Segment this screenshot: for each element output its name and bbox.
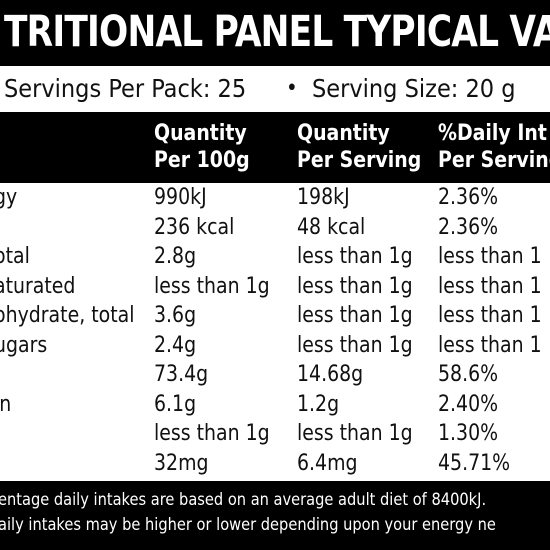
- footnote-line-2: aily intakes may be higher or lower depe…: [0, 515, 496, 535]
- daily-intake-value: 2.36%: [438, 215, 499, 240]
- per-serving-value: 48 kcal: [297, 215, 366, 240]
- header-col3-line1: %Daily Int: [438, 121, 547, 146]
- daily-intake-value: 58.6%: [438, 362, 499, 387]
- daily-intake-value: less than 1: [438, 303, 542, 328]
- per-100g-value: 236 kcal: [154, 215, 235, 240]
- per-100g-value: 2.4g: [154, 333, 197, 358]
- daily-intake-value: less than 1: [438, 333, 542, 358]
- servings-per-pack: Servings Per Pack: 25: [4, 74, 247, 103]
- header-col3-line2: Per Serving: [438, 148, 550, 173]
- per-serving-value: 1.2g: [297, 392, 340, 417]
- panel-title-band: TRITIONAL PANEL TYPICAL VALUE: [0, 0, 550, 66]
- per-serving-value: 6.4mg: [297, 451, 358, 476]
- row-label: aturated: [0, 274, 76, 299]
- per-100g-value: 73.4g: [154, 362, 209, 387]
- per-100g-value: 990kJ: [154, 185, 207, 210]
- per-100g-value: less than 1g: [154, 274, 270, 299]
- per-100g-value: less than 1g: [154, 421, 270, 446]
- per-serving-value: less than 1g: [297, 244, 413, 269]
- daily-intake-value: 1.30%: [438, 421, 499, 446]
- daily-intake-value: 2.40%: [438, 392, 499, 417]
- header-quantity-per-serving: Quantity Per Serving: [297, 120, 421, 174]
- row-label: in: [0, 392, 12, 417]
- table-row: aturated less than 1g less than 1g less …: [0, 272, 550, 302]
- per-serving-value: 14.68g: [297, 362, 364, 387]
- header-quantity-per-100g: Quantity Per 100g: [154, 120, 250, 174]
- table-header-band: Quantity Per 100g Quantity Per Serving %…: [0, 112, 550, 183]
- serving-size: Serving Size: 20 g: [312, 74, 516, 103]
- per-100g-value: 6.1g: [154, 392, 197, 417]
- daily-intake-value: 2.36%: [438, 185, 499, 210]
- nutrition-table-body: gy 990kJ 198kJ 2.36% 236 kcal 48 kcal 2.…: [0, 183, 550, 479]
- per-100g-value: 3.6g: [154, 303, 197, 328]
- daily-intake-value: 45.71%: [438, 451, 511, 476]
- row-label: gy: [0, 185, 18, 210]
- daily-intake-value: less than 1: [438, 244, 542, 269]
- header-col1-line1: Quantity: [154, 121, 247, 146]
- header-col1-line2: Per 100g: [154, 148, 250, 173]
- row-label: ugars: [0, 333, 48, 358]
- header-col2-line1: Quantity: [297, 121, 390, 146]
- per-serving-value: less than 1g: [297, 274, 413, 299]
- footnote-line-1: entage daily intakes are based on an ave…: [0, 490, 487, 510]
- table-row: 32mg 6.4mg 45.71%: [0, 449, 550, 479]
- per-serving-value: less than 1g: [297, 303, 413, 328]
- table-row: less than 1g less than 1g 1.30%: [0, 419, 550, 449]
- table-row: in 6.1g 1.2g 2.40%: [0, 390, 550, 420]
- row-label: otal: [0, 244, 30, 269]
- per-100g-value: 32mg: [154, 451, 209, 476]
- table-row: ohydrate, total 3.6g less than 1g less t…: [0, 301, 550, 331]
- servings-info-row: Servings Per Pack: 25 • Serving Size: 20…: [0, 72, 550, 108]
- header-daily-intake: %Daily Int Per Serving: [438, 120, 550, 174]
- per-serving-value: 198kJ: [297, 185, 350, 210]
- footnote-band: entage daily intakes are based on an ave…: [0, 481, 550, 550]
- bullet-separator: •: [286, 76, 298, 101]
- per-100g-value: 2.8g: [154, 244, 197, 269]
- table-row: 236 kcal 48 kcal 2.36%: [0, 213, 550, 243]
- table-row: otal 2.8g less than 1g less than 1: [0, 242, 550, 272]
- panel-title: TRITIONAL PANEL TYPICAL VALUE: [4, 7, 550, 57]
- table-row: ugars 2.4g less than 1g less than 1: [0, 331, 550, 361]
- per-serving-value: less than 1g: [297, 421, 413, 446]
- header-col2-line2: Per Serving: [297, 148, 422, 173]
- table-row: gy 990kJ 198kJ 2.36%: [0, 183, 550, 213]
- per-serving-value: less than 1g: [297, 333, 413, 358]
- daily-intake-value: less than 1: [438, 274, 542, 299]
- table-row: 73.4g 14.68g 58.6%: [0, 360, 550, 390]
- row-label: ohydrate, total: [0, 303, 135, 328]
